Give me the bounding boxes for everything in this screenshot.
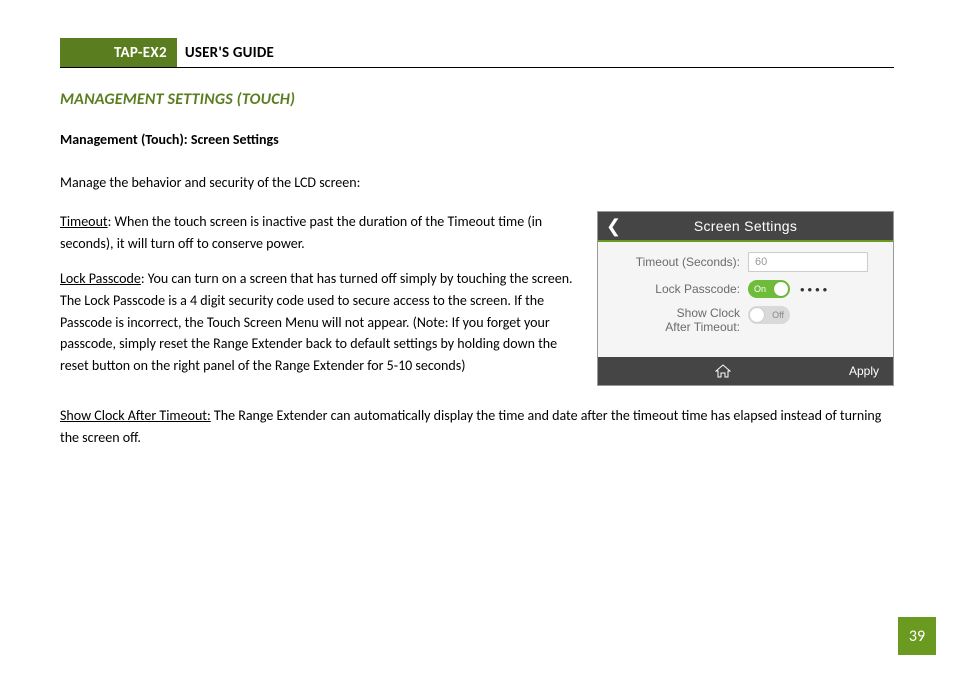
section-title: MANAGEMENT SETTINGS (TOUCH) [60, 90, 894, 109]
label-timeout: Timeout [60, 213, 108, 230]
lock-toggle[interactable]: On [748, 280, 790, 298]
page: TAP-EX2 USER'S GUIDE MANAGEMENT SETTINGS… [0, 0, 954, 448]
lock-toggle-label: On [754, 284, 766, 294]
toggle-knob-icon [774, 282, 788, 296]
showclock-line2: After Timeout: [665, 320, 740, 334]
device-screenshot: ❮ Screen Settings Timeout (Seconds): Loc… [597, 211, 894, 386]
text-timeout: : When the touch screen is inactive past… [60, 213, 542, 252]
para-timeout: Timeout: When the touch screen is inacti… [60, 211, 583, 254]
toggle-knob-icon [750, 308, 764, 322]
showclock-toggle-label: Off [772, 310, 784, 320]
header-tag: TAP-EX2 [108, 38, 177, 67]
ctrl-showclock: Off [748, 306, 881, 324]
ctrl-timeout [748, 252, 881, 272]
label-lock: Lock Passcode [60, 270, 141, 287]
para-lock: Lock Passcode: You can turn on a screen … [60, 268, 583, 376]
header-bar: TAP-EX2 USER'S GUIDE [60, 38, 894, 68]
showclock-toggle[interactable]: Off [748, 306, 790, 324]
para-showclock: Show Clock After Timeout: The Range Exte… [60, 405, 894, 448]
apply-button[interactable]: Apply [849, 364, 879, 378]
showclock-line1: Show Clock [677, 306, 740, 320]
label-showclock-field: Show Clock After Timeout: [610, 306, 748, 335]
label-showclock: Show Clock After Timeout: [60, 407, 211, 424]
label-timeout-field: Timeout (Seconds): [610, 255, 748, 269]
device-footer: Apply [598, 357, 893, 385]
text-column: Timeout: When the touch screen is inacti… [60, 211, 583, 391]
sub-title: Management (Touch): Screen Settings [60, 131, 894, 148]
intro-text: Manage the behavior and security of the … [60, 172, 894, 193]
timeout-input[interactable] [748, 252, 868, 272]
label-lock-field: Lock Passcode: [610, 282, 748, 296]
row-showclock: Show Clock After Timeout: Off [610, 306, 881, 335]
content-row: Timeout: When the touch screen is inacti… [60, 211, 894, 391]
device-column: ❮ Screen Settings Timeout (Seconds): Loc… [597, 211, 894, 391]
passcode-dots: •••• [800, 282, 830, 297]
row-timeout: Timeout (Seconds): [610, 252, 881, 272]
row-lock: Lock Passcode: On •••• [610, 280, 881, 298]
home-icon[interactable] [598, 364, 849, 378]
device-title: Screen Settings [598, 218, 893, 234]
ctrl-lock: On •••• [748, 280, 881, 298]
header-left-pad [60, 38, 108, 67]
header-title: USER'S GUIDE [177, 38, 274, 67]
device-body: Timeout (Seconds): Lock Passcode: On [598, 242, 893, 357]
page-number: 39 [898, 617, 936, 655]
device-header: ❮ Screen Settings [598, 212, 893, 242]
